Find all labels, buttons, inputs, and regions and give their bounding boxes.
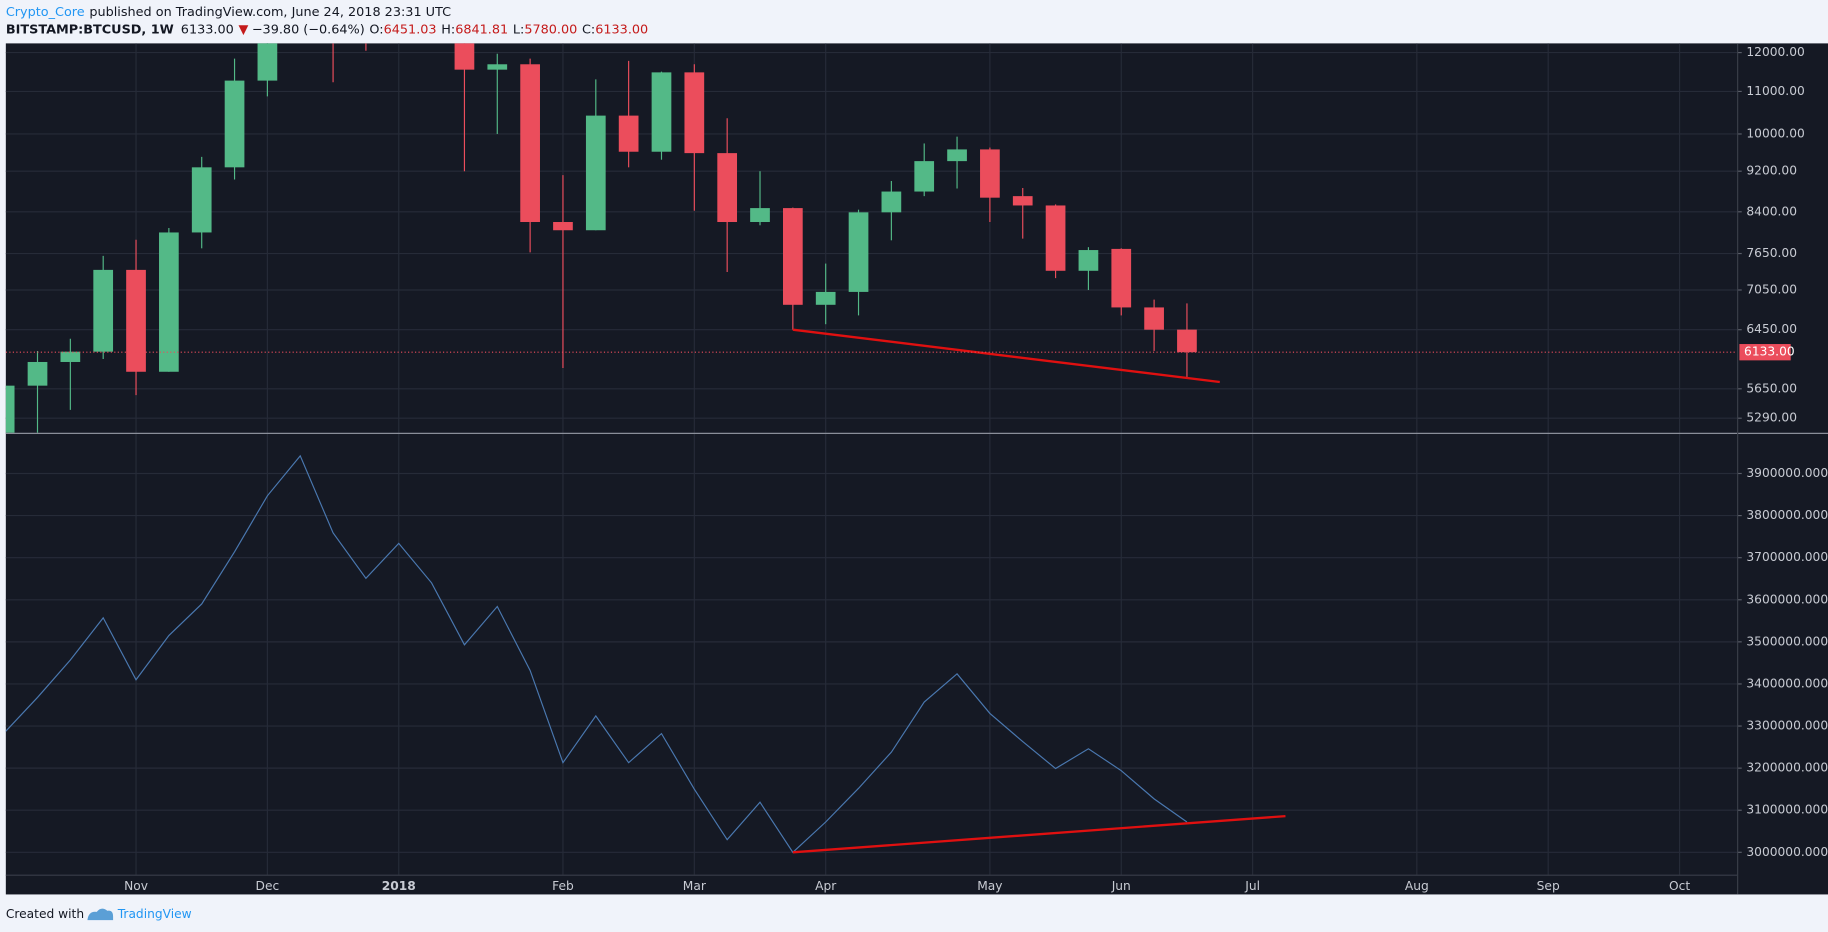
candle-body: [27, 361, 48, 386]
candle-body: [651, 72, 672, 152]
ohlc: O:6451.03 H:6841.81 L:5780.00 C:6133.00: [369, 22, 648, 37]
y-tick-label: 8400.00: [1746, 204, 1797, 218]
candle-body: [1045, 205, 1066, 271]
x-tick-label: Dec: [256, 879, 280, 893]
y-tick-label: 3700000.0000: [1746, 550, 1828, 564]
ohlc-key: O:: [369, 22, 383, 37]
candle-body: [881, 191, 902, 213]
ohlc-value: 6841.81: [455, 22, 508, 37]
logo: [87, 908, 114, 921]
obv-line: [5, 454, 1188, 854]
candle-body: [585, 115, 606, 231]
x-tick-label: Jul: [1244, 879, 1260, 893]
y-tick-label: 3800000.0000: [1746, 508, 1828, 522]
symbol-line: BITSTAMP:BTCUSD, 1W 6133.00 ▼ −39.80 (−0.64…: [6, 22, 648, 37]
x-tick-label: Sep: [1537, 879, 1560, 893]
x-tick-label: Jun: [1111, 879, 1131, 893]
axes: Nov Dec 2018 Feb Mar Apr May Jun Jul Aug Sep Oct 529…: [5, 45, 1828, 893]
price: 6133.00: [181, 22, 234, 37]
candle-body: [60, 351, 81, 362]
ohlc-key: C:: [582, 22, 595, 37]
price-pane: [5, 43, 1220, 433]
candle-body: [224, 80, 245, 168]
y-tick-label: 3000000.0000: [1746, 845, 1828, 859]
candle-body: [815, 291, 836, 305]
published: published on TradingView.com, June 24, 2…: [89, 4, 451, 19]
ohlc-value: 5780.00: [524, 22, 577, 37]
candle-body: [5, 385, 15, 433]
candle-body: [257, 43, 278, 81]
y-tick-label: 7650.00: [1746, 246, 1797, 260]
candle-body: [1111, 248, 1132, 308]
ohlc-key: H:: [441, 22, 455, 37]
footer-brand[interactable]: TradingView: [117, 907, 192, 921]
y-tick-label: 10000.00: [1746, 126, 1804, 140]
trendline: [792, 328, 1220, 384]
y-tick-label: 7050.00: [1746, 282, 1797, 296]
candle-body: [487, 64, 508, 70]
y-tick-label: 6450.00: [1746, 322, 1797, 336]
last-price-label: 6133.00: [1744, 345, 1795, 359]
y-tick-label: 3500000.0000: [1746, 634, 1828, 648]
candle-body: [159, 232, 179, 372]
change: −39.80 (−0.64%): [252, 22, 365, 37]
y-tick-label: 12000.00: [1746, 45, 1804, 59]
candle-body: [750, 208, 770, 223]
candle-body: [1144, 307, 1164, 330]
candle-body: [1012, 196, 1033, 206]
x-tick-label: Apr: [815, 879, 837, 893]
y-tick-label: 5650.00: [1746, 381, 1797, 395]
candle-body: [717, 153, 738, 223]
candle-body: [191, 167, 212, 233]
symbol: BITSTAMP:BTCUSD, 1W: [6, 22, 174, 37]
y-tick-label: 9200.00: [1746, 164, 1797, 178]
candle-body: [684, 72, 705, 154]
trendline: [792, 814, 1286, 854]
y-tick-label: 11000.00: [1746, 84, 1804, 98]
y-tick-label: 3100000.0000: [1746, 803, 1828, 817]
candle-body: [914, 161, 935, 192]
y-tick-label: 5290.00: [1746, 411, 1797, 425]
y-tick-label: 3400000.0000: [1746, 676, 1828, 690]
candle-body: [1078, 250, 1099, 271]
x-tick-label: May: [977, 879, 1002, 893]
last-price-box: [1739, 344, 1791, 361]
y-tick-label: 3300000.0000: [1746, 719, 1828, 733]
ohlc-value: 6133.00: [595, 22, 648, 37]
ohlc-key: L:: [513, 22, 524, 37]
x-tick-label: Nov: [124, 879, 148, 893]
x-tick-label: Oct: [1669, 879, 1690, 893]
grid: [5, 43, 1738, 875]
candle-body: [93, 269, 114, 352]
ohlc-value: 6451.03: [384, 22, 437, 37]
x-tick-label: Feb: [552, 879, 574, 893]
logo-cloud: [87, 908, 114, 921]
obv-pane: [5, 454, 1286, 854]
y-tick-label: 3200000.0000: [1746, 761, 1828, 775]
candle-body: [980, 149, 1000, 198]
author: Crypto_Core: [6, 4, 85, 19]
x-tick-label: 2018: [382, 879, 416, 893]
direction: ▼: [238, 22, 248, 37]
candle-body: [1177, 329, 1197, 353]
candle-body: [782, 208, 803, 305]
candle-body: [848, 212, 869, 292]
candle-body: [454, 43, 475, 70]
candle-body: [947, 149, 967, 162]
header-line: Crypto_Core published on TradingView.com,…: [6, 4, 451, 19]
candle-body: [126, 269, 146, 372]
candle-body: [520, 64, 540, 223]
x-tick-label: Mar: [683, 879, 707, 893]
y-tick-label: 3900000.0000: [1746, 466, 1828, 480]
candle-body: [618, 115, 639, 152]
footer-created: Created with: [6, 907, 84, 921]
candle-body: [553, 222, 573, 231]
x-tick-label: Aug: [1405, 879, 1429, 893]
y-tick-label: 3600000.0000: [1746, 592, 1828, 606]
